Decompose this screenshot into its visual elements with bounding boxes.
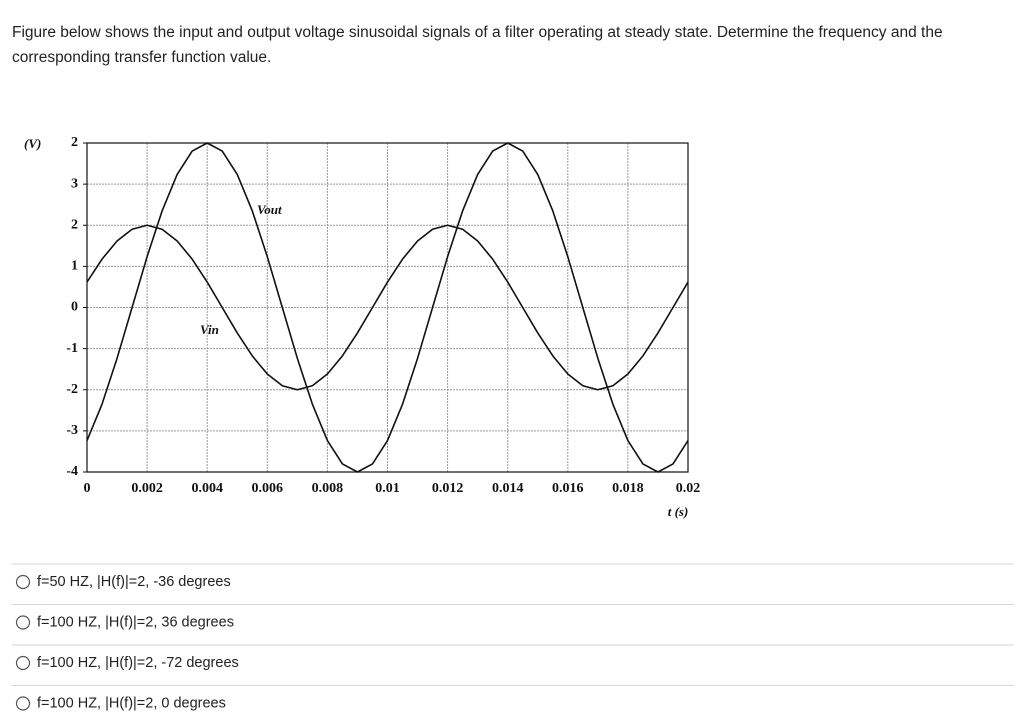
y-tick-label: 2 xyxy=(71,135,78,150)
x-tick-label: 0.01 xyxy=(375,481,400,496)
x-tick-label: 0.012 xyxy=(432,481,464,496)
signal-line xyxy=(86,224,689,391)
annotation: Vin xyxy=(200,322,219,337)
x-axis-label: t (s) xyxy=(668,504,689,519)
x-tick-label: 0.002 xyxy=(131,481,163,496)
option-label[interactable]: f=100 HZ, |H(f)|=2, 36 degrees xyxy=(37,614,234,630)
question: Figure below shows the input and output … xyxy=(12,24,943,66)
y-tick-label: -4 xyxy=(66,464,78,479)
x-tick-label: 0.008 xyxy=(312,481,344,496)
option-label[interactable]: f=100 HZ, |H(f)|=2, 0 degrees xyxy=(37,695,226,711)
plot-frame xyxy=(86,142,689,473)
y-tick-label: -1 xyxy=(66,341,78,356)
radio-button[interactable] xyxy=(15,574,31,590)
y-tick-label: -3 xyxy=(66,423,78,438)
option-label[interactable]: f=100 HZ, |H(f)|=2, -72 degrees xyxy=(37,655,239,671)
x-tick-label: 0.006 xyxy=(252,481,284,496)
y-tick-label: 2 xyxy=(71,217,78,232)
y-tick-label: 0 xyxy=(71,300,78,315)
y-tick-label: 1 xyxy=(71,259,78,274)
x-tick-label: 0 xyxy=(84,481,91,496)
annotation: Vout xyxy=(257,202,282,217)
x-tick-label: 0.016 xyxy=(552,481,584,496)
radio-button[interactable] xyxy=(15,655,31,671)
signal-line xyxy=(86,142,689,473)
x-tick-label: 0.02 xyxy=(676,481,701,496)
option-label[interactable]: f=50 HZ, |H(f)|=2, -36 degrees xyxy=(37,574,231,590)
x-tick-label: 0.014 xyxy=(492,481,524,496)
x-tick-label: 0.004 xyxy=(191,481,223,496)
radio-button[interactable] xyxy=(15,615,31,630)
y-tick-label: -2 xyxy=(66,382,78,397)
y-tick-label: 3 xyxy=(71,176,78,191)
y-axis-label: (V) xyxy=(24,136,41,151)
radio-button[interactable] xyxy=(15,696,31,711)
x-tick-label: 0.018 xyxy=(612,481,644,496)
